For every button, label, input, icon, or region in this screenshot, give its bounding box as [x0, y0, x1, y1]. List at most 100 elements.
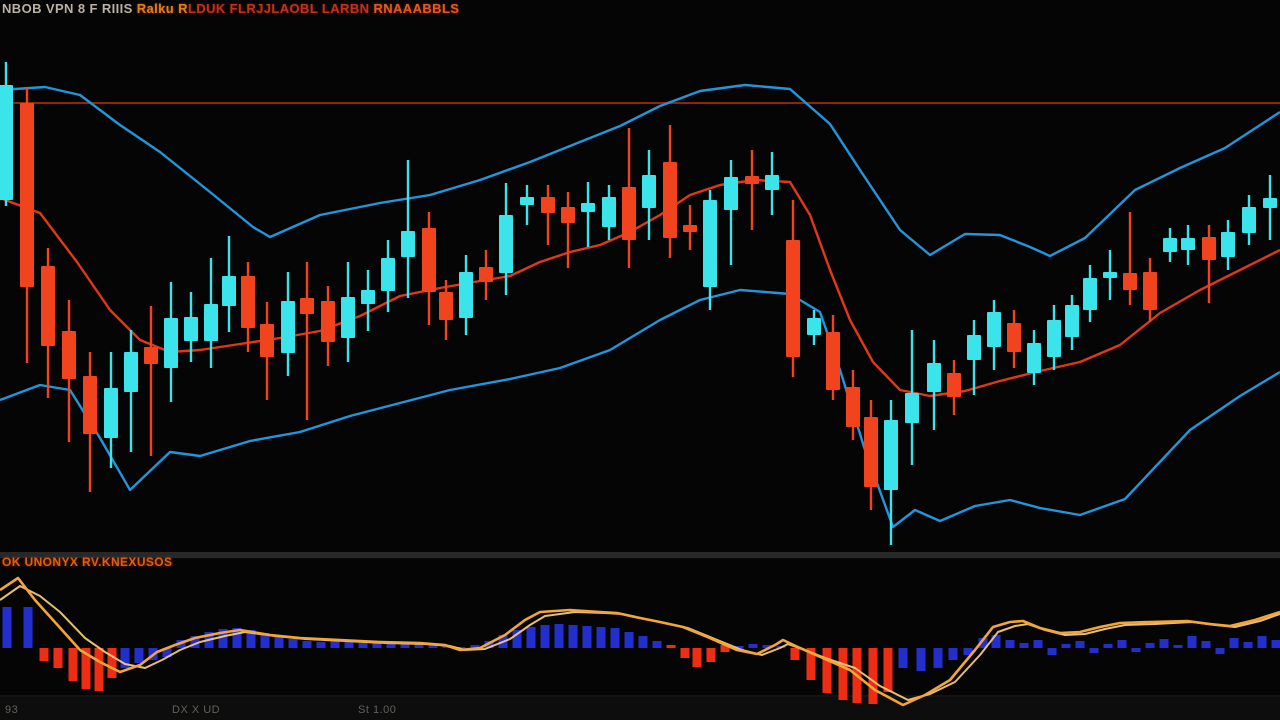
- macd-histogram-bar: [274, 636, 284, 648]
- macd-histogram-bar: [1089, 648, 1099, 653]
- macd-histogram-bar: [916, 648, 926, 671]
- macd-histogram-bar: [706, 648, 716, 662]
- macd-histogram-bar: [1075, 641, 1085, 648]
- candle-down: [561, 207, 575, 223]
- macd-histogram-bar: [1033, 640, 1043, 648]
- candle-up: [124, 352, 138, 392]
- time-axis-label: 93: [5, 704, 19, 716]
- macd-histogram-bar: [1117, 640, 1127, 648]
- macd-histogram-bar: [120, 648, 130, 668]
- time-axis-label: St 1.00: [358, 704, 397, 716]
- time-axis-label: DX X UD: [172, 704, 221, 716]
- macd-histogram-bar: [456, 647, 466, 649]
- macd-histogram-bar: [232, 628, 242, 648]
- candle-up: [967, 335, 981, 360]
- chart-title: NBOB VPN 8 F RIIIS Ralku RLDUK FLRJJLAOB…: [2, 1, 459, 16]
- macd-histogram-bar: [39, 648, 49, 661]
- macd-histogram-bar: [260, 633, 270, 648]
- macd-histogram-bar: [1215, 648, 1225, 654]
- macd-histogram-bar: [344, 642, 354, 648]
- candle-up: [164, 318, 178, 368]
- candle-up: [987, 312, 1001, 347]
- macd-histogram-bar: [948, 648, 958, 660]
- sma-midline: [0, 178, 1280, 398]
- macd-histogram-bar: [596, 627, 606, 648]
- macd-histogram-bar: [2, 607, 12, 648]
- candle-up: [927, 363, 941, 392]
- candle-down: [683, 225, 697, 232]
- candle-down: [422, 228, 436, 292]
- candle-down: [864, 417, 878, 487]
- candle-up: [1163, 238, 1177, 252]
- macd-histogram-bar: [1187, 636, 1197, 648]
- candle-down: [321, 301, 335, 342]
- bollinger-upper-band: [0, 83, 1280, 258]
- macd-histogram-bar: [554, 624, 564, 648]
- macd-histogram-bar: [762, 645, 772, 648]
- candle-down: [947, 373, 961, 397]
- macd-histogram-bar: [302, 641, 312, 648]
- candle-down: [541, 197, 555, 213]
- macd-histogram-bar: [162, 648, 172, 657]
- macd-histogram-bar: [568, 625, 578, 648]
- macd-histogram-bar: [1019, 643, 1029, 648]
- macd-histogram-bar: [1005, 640, 1015, 648]
- candle-up: [703, 200, 717, 287]
- macd-histogram-bar: [582, 626, 592, 648]
- macd-histogram-bar: [1061, 644, 1071, 648]
- macd-histogram-bar: [838, 648, 848, 700]
- macd-histogram-bar: [68, 648, 78, 681]
- macd-histogram-bar: [81, 648, 91, 689]
- macd-histogram-bar: [680, 648, 690, 658]
- candle-up: [222, 276, 236, 306]
- candle-down: [826, 332, 840, 390]
- candle-down: [300, 298, 314, 314]
- candle-down: [1202, 237, 1216, 260]
- macd-histogram-bar: [1131, 648, 1141, 652]
- candle-up: [459, 272, 473, 318]
- macd-histogram-bar: [1047, 648, 1057, 655]
- macd-histogram-bar: [1271, 640, 1280, 648]
- candle-down: [1123, 273, 1137, 290]
- macd-histogram-bar: [246, 630, 256, 648]
- macd-histogram-bar: [526, 627, 536, 648]
- time-axis-strip: [0, 697, 1280, 720]
- candle-down: [745, 176, 759, 184]
- macd-histogram-bar: [978, 638, 988, 648]
- candle-up: [520, 197, 534, 205]
- candle-down: [663, 162, 677, 238]
- macd-histogram-bar: [692, 648, 702, 667]
- candle-up: [602, 197, 616, 227]
- macd-histogram-bar: [190, 636, 200, 648]
- candle-up: [204, 304, 218, 341]
- macd-histogram-bar: [1229, 638, 1239, 648]
- macd-histogram-bar: [610, 628, 620, 648]
- candle-up: [765, 175, 779, 190]
- macd-histogram-bar: [624, 632, 634, 648]
- macd-histogram-bar: [963, 648, 973, 655]
- candle-up: [499, 215, 513, 273]
- chart-title-segment-4: RNAAABBLS: [373, 1, 460, 16]
- candle-up: [642, 175, 656, 208]
- macd-histogram-bar: [428, 645, 438, 648]
- candle-down: [846, 387, 860, 427]
- candle-up: [1083, 278, 1097, 310]
- macd-histogram-bar: [1145, 643, 1155, 648]
- candle-up: [905, 393, 919, 423]
- candle-down: [260, 324, 274, 357]
- macd-histogram-bar: [134, 648, 144, 663]
- macd-histogram-bar: [372, 643, 382, 648]
- candle-up: [724, 177, 738, 210]
- candle-up: [381, 258, 395, 291]
- candle-up: [884, 420, 898, 490]
- candle-down: [83, 376, 97, 434]
- macd-histogram-bar: [53, 648, 63, 668]
- macd-histogram-bar: [400, 643, 410, 648]
- macd-histogram-bar: [1103, 644, 1113, 648]
- macd-histogram-bar: [806, 648, 816, 680]
- candle-up: [807, 318, 821, 335]
- macd-histogram-bar: [933, 648, 943, 668]
- macd-histogram-bar: [358, 643, 368, 648]
